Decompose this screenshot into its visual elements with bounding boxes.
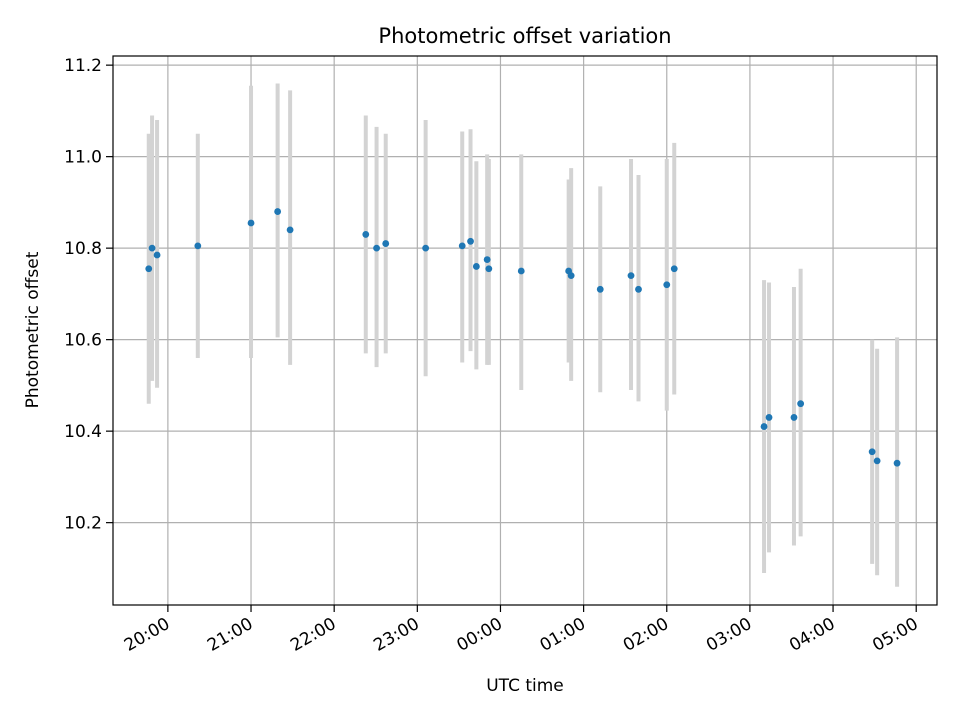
- data-point: [286, 226, 294, 234]
- y-tick-label: 10.6: [64, 331, 102, 351]
- data-point: [485, 265, 493, 273]
- data-point: [194, 242, 202, 250]
- data-point: [868, 448, 876, 456]
- data-point: [483, 256, 491, 263]
- data-point: [893, 459, 901, 467]
- data-point: [663, 281, 671, 289]
- data-point: [274, 208, 282, 215]
- data-point: [148, 244, 156, 252]
- data-point: [467, 237, 474, 245]
- data-point: [873, 457, 881, 465]
- data-point: [145, 265, 153, 273]
- plot-frame: [112, 55, 938, 606]
- x-axis-label: UTC time: [486, 676, 564, 696]
- y-tick-label: 10.8: [64, 239, 102, 259]
- data-point: [797, 400, 805, 408]
- data-point: [627, 272, 635, 279]
- data-point: [153, 251, 161, 259]
- axis-ticks: 20:00 21:00 22:00 23:00 00:00 01:00 02:00 03:00…: [64, 56, 922, 656]
- data-point: [670, 265, 678, 273]
- data-point: [596, 285, 604, 293]
- data-point: [765, 414, 773, 421]
- data-point: [760, 423, 768, 430]
- y-axis-label: Photometric offset: [23, 251, 43, 408]
- data-point: [362, 231, 370, 238]
- y-tick-label: 10.2: [64, 514, 102, 534]
- data-point: [382, 240, 390, 247]
- y-tick-label: 11.0: [64, 148, 102, 168]
- data-point: [567, 272, 575, 279]
- data-point: [635, 285, 642, 293]
- chart-title: Photometric offset variation: [378, 24, 671, 48]
- data-point: [373, 244, 380, 252]
- data-points: [145, 208, 901, 467]
- y-tick-label: 10.4: [64, 422, 102, 442]
- data-point: [458, 242, 466, 250]
- data-point: [422, 244, 430, 252]
- data-point: [472, 263, 480, 270]
- data-point: [790, 414, 798, 421]
- data-point: [517, 267, 525, 275]
- data-point: [247, 219, 255, 227]
- y-tick-label: 11.2: [64, 56, 102, 76]
